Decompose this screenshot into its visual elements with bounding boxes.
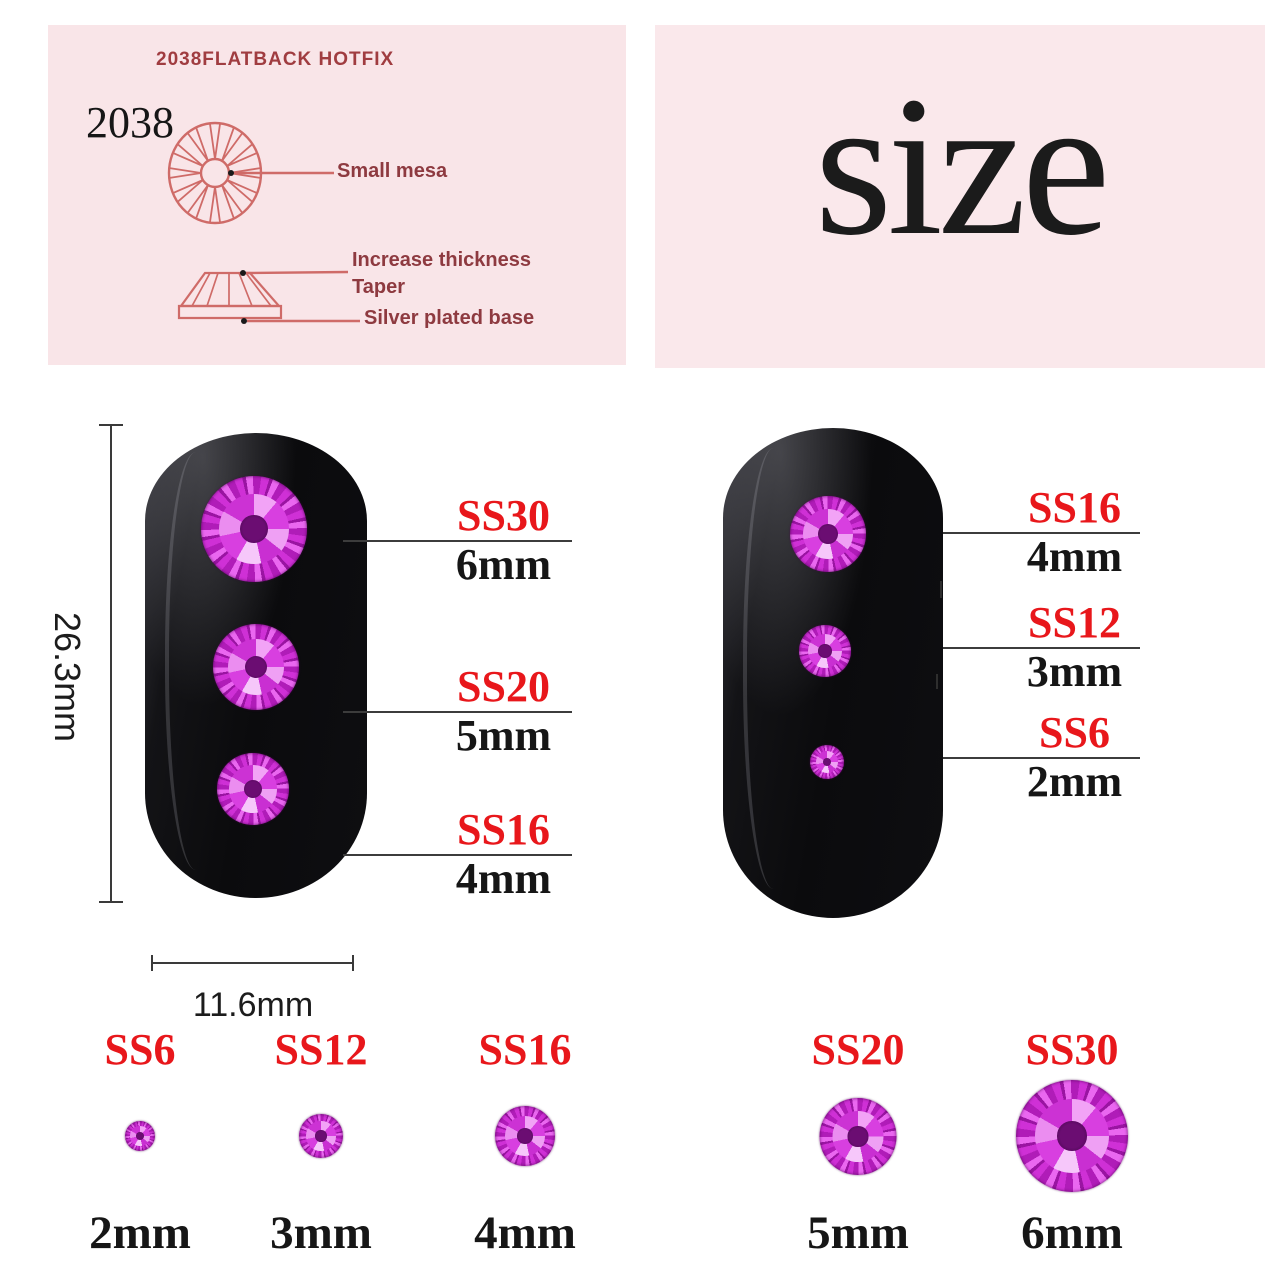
size-chart-item-ss16: SS16 4mm: [445, 1020, 605, 1275]
callout-line: [343, 540, 572, 542]
rhinestone-ss16: [495, 1106, 555, 1166]
mm-size-label: 2mm: [1026, 757, 1123, 806]
width-measure-line: [152, 962, 353, 964]
callout-increase-thickness: Increase thickness: [352, 249, 531, 271]
rhinestone-ss6: [810, 745, 844, 779]
ss-size-label: SS20: [457, 662, 550, 711]
width-measure-cap-right: [352, 955, 354, 971]
ss-size-label: SS12: [1028, 598, 1121, 647]
rhinestone-ss6: [125, 1121, 155, 1151]
leader-tick: [936, 674, 938, 689]
size-chart-item-ss20: SS20 5mm: [778, 1020, 938, 1275]
mm-size-label: 6mm: [455, 540, 552, 589]
size-heading: size: [814, 56, 1111, 277]
callout-line: [943, 757, 1140, 759]
size-chart-item-ss6: SS6 2mm: [60, 1020, 220, 1275]
callout-ss16-4mm: SS16 4mm: [343, 808, 572, 902]
ss-size-label: SS30: [1025, 1025, 1119, 1074]
rhinestone-side-view-diagram: [177, 271, 283, 320]
callout-ss20-5mm: SS20 5mm: [343, 665, 572, 759]
callout-ss30-6mm: SS30 6mm: [343, 494, 572, 588]
size-title-panel: size: [655, 25, 1265, 368]
callout-line: [943, 532, 1140, 534]
mm-size-label: 5mm: [455, 711, 552, 760]
height-measure-line: [110, 425, 112, 903]
ss-size-label: SS6: [104, 1025, 176, 1074]
callout-taper: Taper: [352, 276, 405, 298]
ss-size-label: SS16: [457, 805, 550, 854]
mm-size-label: 5mm: [807, 1207, 909, 1259]
callout-ss12-3mm: SS12 3mm: [943, 601, 1140, 695]
height-measure-cap-top: [99, 424, 123, 426]
ss-size-label: SS16: [478, 1025, 572, 1074]
model-number: 2038: [86, 98, 174, 147]
mm-size-label: 4mm: [1026, 532, 1123, 581]
leader-tick: [940, 581, 942, 598]
mm-size-label: 2mm: [89, 1207, 191, 1259]
ss-size-label: SS20: [811, 1025, 905, 1074]
nail-sample-left: [145, 433, 367, 898]
panel-header: 2038FLATBACK HOTFIX: [156, 49, 395, 70]
mm-size-label: 3mm: [270, 1207, 372, 1259]
rhinestone-ss16: [217, 753, 289, 825]
rhinestone-ss20: [213, 624, 299, 710]
ss-size-label: SS6: [1039, 708, 1110, 757]
rhinestone-ss12: [299, 1114, 343, 1158]
size-chart-item-ss30: SS30 6mm: [992, 1020, 1152, 1275]
callout-line: [343, 711, 572, 713]
callout-ss6-2mm: SS6 2mm: [943, 711, 1140, 805]
ss-size-label: SS12: [274, 1025, 368, 1074]
nail-sample-right: [723, 428, 943, 918]
ss-size-label: SS16: [1028, 483, 1121, 532]
height-measure-label: 26.3mm: [47, 612, 88, 743]
size-chart-item-ss12: SS12 3mm: [241, 1020, 401, 1275]
width-measure-label: 11.6mm: [192, 986, 314, 1024]
rhinestone-structure-diagram: [167, 121, 360, 324]
mm-size-label: 6mm: [1021, 1207, 1123, 1259]
callout-small-mesa: Small mesa: [337, 160, 448, 182]
rhinestone-ss16: [790, 496, 866, 572]
callout-line: [343, 854, 572, 856]
flatback-info-panel: 2038FLATBACK HOTFIX 2038: [48, 25, 626, 365]
rhinestone-ss12: [799, 625, 851, 677]
rhinestone-ss30: [201, 476, 307, 582]
mm-size-label: 3mm: [1026, 647, 1123, 696]
callout-ss16-4mm: SS16 4mm: [943, 486, 1140, 580]
callout-line: [943, 647, 1140, 649]
rhinestone-ss20: [819, 1098, 897, 1175]
ss-size-label: SS30: [457, 491, 550, 540]
width-measure-cap-left: [151, 955, 153, 971]
callout-silver-base: Silver plated base: [364, 307, 535, 329]
callout-leader-lines: [228, 170, 360, 324]
rhinestone-ss30: [1016, 1080, 1128, 1192]
height-measure-cap-bottom: [99, 901, 123, 903]
mm-size-label: 4mm: [455, 854, 552, 903]
mm-size-label: 4mm: [474, 1207, 576, 1259]
